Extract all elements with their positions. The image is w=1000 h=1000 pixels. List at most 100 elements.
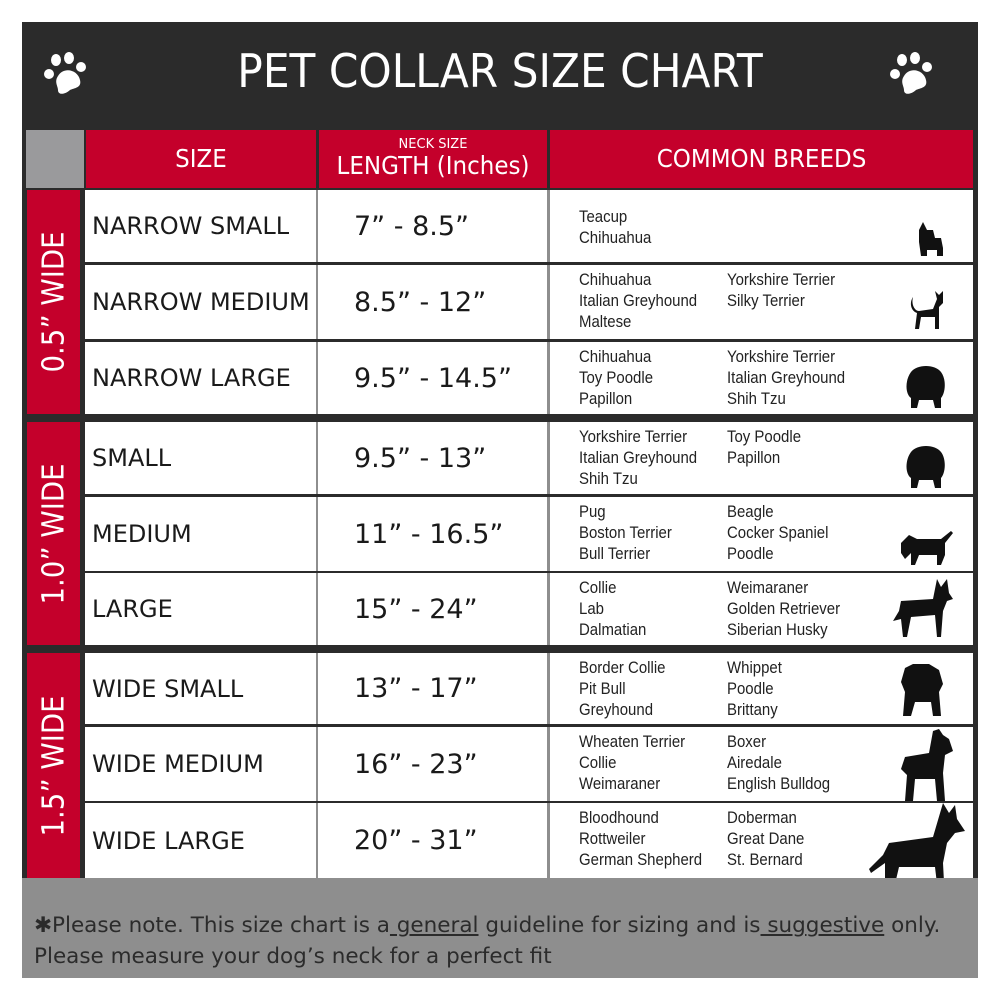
breeds-cell: Border Collie Pit Bull Greyhound Whippet Poo… [550, 653, 973, 724]
paw-print-icon [44, 52, 86, 94]
table-row: MEDIUM 11” - 16.5” Pug Boston Terrier Bull T… [85, 497, 973, 571]
breed-list: Pug Boston Terrier Bull Terrier [579, 501, 672, 564]
length-cell: 15” - 24” [318, 573, 547, 645]
note-suggestive: suggestive [760, 913, 885, 938]
breed-name: Poodle [727, 679, 774, 698]
breed-list: Toy Poodle Papillon [727, 426, 801, 468]
breed-name: Shih Tzu [727, 389, 786, 408]
breeds-cell: Teacup Chihuahua [550, 190, 973, 262]
breed-name: Pug [579, 502, 606, 521]
header-length-sublabel: NECK SIZE [398, 137, 468, 152]
pomeranian-silhouette-icon [906, 446, 945, 488]
title-bar: PET COLLAR SIZE CHART [22, 22, 978, 128]
table-row: NARROW SMALL 7” - 8.5” Teacup Chihuahua [85, 190, 973, 262]
width-group-label: 1.0” WIDE [27, 422, 80, 645]
size-cell: LARGE [85, 573, 316, 645]
length-cell: 16” - 23” [318, 727, 547, 801]
breed-name: Dalmatian [579, 620, 647, 639]
header-length-label: LENGTH (Inches) [336, 151, 530, 180]
breed-name: Maltese [579, 312, 632, 331]
group-divider [85, 414, 973, 422]
size-cell: WIDE MEDIUM [85, 727, 316, 801]
header-breeds: COMMON BREEDS [550, 130, 973, 188]
breed-name: Papillon [727, 448, 781, 467]
breed-name: Yorkshire Terrier [579, 427, 688, 446]
breeds-cell: Pug Boston Terrier Bull Terrier Beagle Cocke… [550, 497, 973, 571]
breed-name: Italian Greyhound [579, 448, 698, 467]
breeds-cell: Bloodhound Rottweiler German Shepherd Dober… [550, 803, 973, 901]
note-general: general [389, 913, 479, 938]
breed-name: Brittany [727, 700, 778, 719]
size-cell: NARROW MEDIUM [85, 265, 316, 339]
width-label: 0.5” WIDE [36, 231, 71, 373]
breed-name: Weimaraner [579, 774, 661, 793]
note-text: guideline for sizing and is [478, 913, 761, 938]
pomeranian-silhouette-icon [906, 366, 945, 408]
breed-list: Collie Lab Dalmatian [579, 577, 646, 640]
breed-list: Weimaraner Golden Retriever Siberian Husky [727, 577, 840, 640]
breed-name: Shih Tzu [579, 469, 638, 488]
note-text: ✱Please note. This size chart is a [34, 913, 390, 938]
width-label: 1.5” WIDE [36, 694, 71, 837]
header-length: NECK SIZE LENGTH (Inches) [319, 130, 547, 188]
breed-name: Bull Terrier [579, 544, 651, 563]
breed-list: Yorkshire Terrier Silky Terrier [727, 269, 835, 311]
width-group-label: 1.5” WIDE [27, 653, 80, 878]
breed-name: Yorkshire Terrier [727, 270, 836, 289]
breed-list: Chihuahua Toy Poodle Papillon [579, 346, 653, 409]
table-row: NARROW MEDIUM 8.5” - 12” Chihuahua Italian … [85, 265, 973, 339]
breed-list: Beagle Cocker Spaniel Poodle [727, 501, 828, 564]
breed-list: Whippet Poodle Brittany [727, 657, 782, 720]
breed-name: Italian Greyhound [727, 368, 846, 387]
page-title: PET COLLAR SIZE CHART [237, 44, 763, 98]
breed-name: Border Collie [579, 658, 666, 677]
breed-list: Wheaten Terrier Collie Weimaraner [579, 731, 685, 794]
breed-name: Weimaraner [727, 578, 809, 597]
footer-note: ✱Please note. This size chart is a gener… [22, 878, 978, 978]
chihuahua-silhouette-icon [910, 291, 943, 329]
breed-name: Doberman [727, 808, 797, 827]
size-chart: PET COLLAR SIZE CHART SIZE NECK SIZE LEN… [22, 22, 978, 978]
breed-list: Bloodhound Rottweiler German Shepherd [579, 807, 702, 870]
breed-name: Golden Retriever [727, 599, 841, 618]
length-cell: 9.5” - 14.5” [318, 342, 547, 414]
breed-name: German Shepherd [579, 850, 703, 869]
breed-name: Bloodhound [579, 808, 659, 827]
breed-list: Doberman Great Dane St. Bernard [727, 807, 804, 870]
length-cell: 11” - 16.5” [318, 497, 547, 571]
breed-name: Great Dane [727, 829, 805, 848]
table-row: WIDE MEDIUM 16” - 23” Wheaten Terrier Colli… [85, 727, 973, 801]
size-cell: SMALL [85, 422, 316, 494]
breed-name: Wheaten Terrier [579, 732, 686, 751]
breed-name: Chihuahua [579, 270, 652, 289]
breed-name: Toy Poodle [579, 368, 654, 387]
breed-name: St. Bernard [727, 850, 803, 869]
size-cell: NARROW SMALL [85, 190, 316, 262]
breed-name: Airedale [727, 753, 782, 772]
length-cell: 9.5” - 13” [318, 422, 547, 494]
breed-name: Chihuahua [579, 228, 652, 247]
header-size-label: SIZE [175, 144, 227, 173]
breed-list: Chihuahua Italian Greyhound Maltese [579, 269, 697, 332]
breed-name: Chihuahua [579, 347, 652, 366]
breed-name: Poodle [727, 544, 774, 563]
dachshund-silhouette-icon [901, 531, 953, 565]
breed-name: Beagle [727, 502, 774, 521]
breed-name: Italian Greyhound [579, 291, 698, 310]
header-breeds-label: COMMON BREEDS [656, 144, 867, 173]
breed-name: Silky Terrier [727, 291, 805, 310]
breed-list: Boxer Airedale English Bulldog [727, 731, 830, 794]
table-row: SMALL 9.5” - 13” Yorkshire Terrier Italian … [85, 422, 973, 494]
note-line-2: Please measure your dog’s neck for a per… [34, 944, 552, 969]
table-row: WIDE SMALL 13” - 17” Border Collie Pit Bull… [85, 653, 973, 724]
width-label: 1.0” WIDE [36, 462, 71, 605]
bulldog-silhouette-icon [901, 664, 943, 716]
width-group-label: 0.5” WIDE [27, 190, 80, 414]
shepherd-silhouette-icon [893, 579, 953, 637]
breed-name: Rottweiler [579, 829, 646, 848]
length-cell: 7” - 8.5” [318, 190, 547, 262]
breed-name: Collie [579, 753, 617, 772]
yorkie-silhouette-icon [919, 222, 943, 256]
breed-name: English Bulldog [727, 774, 831, 793]
breed-name: Yorkshire Terrier [727, 347, 836, 366]
